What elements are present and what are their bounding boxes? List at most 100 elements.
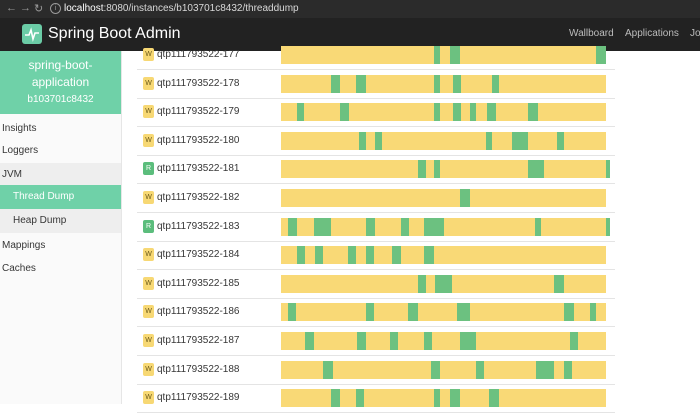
runnable-segment[interactable]: [433, 160, 441, 179]
sidebar-item-heap-dump[interactable]: Heap Dump: [0, 209, 121, 233]
runnable-segment[interactable]: [347, 246, 356, 265]
runnable-segment[interactable]: [563, 360, 572, 379]
thread-timeline[interactable]: [281, 46, 606, 64]
runnable-segment[interactable]: [433, 46, 441, 64]
thread-timeline[interactable]: [281, 332, 606, 350]
runnable-segment[interactable]: [417, 274, 426, 293]
runnable-segment[interactable]: [365, 217, 376, 236]
runnable-segment[interactable]: [433, 389, 441, 408]
thread-timeline[interactable]: [281, 217, 606, 236]
runnable-segment[interactable]: [453, 74, 462, 93]
runnable-segment[interactable]: [456, 303, 470, 322]
runnable-segment[interactable]: [389, 332, 398, 350]
thread-timeline[interactable]: [281, 74, 606, 93]
runnable-segment[interactable]: [424, 217, 444, 236]
runnable-segment[interactable]: [450, 389, 460, 408]
runnable-segment[interactable]: [435, 274, 452, 293]
nav-applications[interactable]: Applications: [625, 28, 679, 39]
brand-title[interactable]: Spring Boot Admin: [48, 25, 181, 42]
runnable-segment[interactable]: [355, 74, 366, 93]
runnable-segment[interactable]: [450, 46, 460, 64]
runnable-segment[interactable]: [433, 74, 441, 93]
runnable-segment[interactable]: [359, 131, 366, 150]
runnable-segment[interactable]: [485, 131, 493, 150]
runnable-segment[interactable]: [453, 103, 462, 122]
runnable-segment[interactable]: [287, 303, 296, 322]
info-icon[interactable]: i: [50, 3, 61, 14]
sidebar-item-caches[interactable]: Caches: [2, 263, 36, 274]
sidebar-item-thread-dump[interactable]: Thread Dump: [0, 185, 121, 209]
runnable-segment[interactable]: [331, 389, 340, 408]
runnable-segment[interactable]: [570, 332, 579, 350]
runnable-segment[interactable]: [424, 246, 434, 265]
thread-timeline[interactable]: [281, 103, 606, 122]
runnable-segment[interactable]: [365, 303, 374, 322]
runnable-segment[interactable]: [511, 131, 528, 150]
thread-timeline[interactable]: [281, 360, 606, 379]
runnable-segment[interactable]: [459, 189, 470, 207]
runnable-segment[interactable]: [606, 160, 610, 179]
runnable-segment[interactable]: [331, 74, 340, 93]
runnable-segment[interactable]: [424, 332, 433, 350]
runnable-segment[interactable]: [459, 332, 476, 350]
runnable-segment[interactable]: [476, 360, 485, 379]
thread-timeline[interactable]: [281, 246, 606, 265]
runnable-segment[interactable]: [487, 103, 496, 122]
runnable-segment[interactable]: [391, 246, 402, 265]
runnable-segment[interactable]: [287, 217, 298, 236]
thread-timeline[interactable]: [281, 303, 606, 322]
thread-timeline[interactable]: [281, 160, 606, 179]
runnable-segment[interactable]: [339, 103, 350, 122]
runnable-segment[interactable]: [297, 246, 306, 265]
runnable-segment[interactable]: [430, 360, 441, 379]
runnable-segment[interactable]: [417, 160, 426, 179]
thread-timeline[interactable]: [281, 389, 606, 408]
runnable-segment[interactable]: [528, 160, 545, 179]
sidebar-item-insights[interactable]: Insights: [2, 123, 37, 134]
runnable-segment[interactable]: [489, 389, 499, 408]
sidebar-item-jvm[interactable]: JVM: [0, 163, 121, 187]
sidebar-item-mappings[interactable]: Mappings: [2, 240, 46, 251]
runnable-segment[interactable]: [357, 332, 366, 350]
sidebar-item-loggers[interactable]: Loggers: [2, 145, 39, 156]
runnable-segment[interactable]: [323, 360, 333, 379]
runnable-segment[interactable]: [355, 389, 364, 408]
runnable-segment[interactable]: [401, 217, 410, 236]
runnable-segment[interactable]: [313, 217, 332, 236]
runnable-segment[interactable]: [365, 246, 374, 265]
runnable-segment[interactable]: [297, 103, 304, 122]
back-icon[interactable]: ←: [6, 2, 17, 14]
runnable-segment[interactable]: [407, 303, 418, 322]
runnable-segment[interactable]: [557, 131, 564, 150]
runnable-segment[interactable]: [554, 274, 564, 293]
runnable-segment[interactable]: [536, 360, 554, 379]
runnable-segment[interactable]: [596, 46, 606, 64]
runnable-segment[interactable]: [305, 332, 314, 350]
runnable-segment[interactable]: [606, 217, 610, 236]
thread-timeline[interactable]: [281, 189, 606, 207]
runnable-segment[interactable]: [469, 103, 476, 122]
runnable-segment[interactable]: [375, 131, 382, 150]
runnable-segment[interactable]: [433, 103, 441, 122]
reload-icon[interactable]: ↻: [34, 3, 44, 15]
address-bar[interactable]: localhost:8080/instances/b103701c8432/th…: [64, 3, 299, 14]
runnable-segment[interactable]: [563, 303, 574, 322]
forward-icon[interactable]: →: [20, 2, 31, 14]
runnable-segment[interactable]: [315, 246, 324, 265]
runnable-segment[interactable]: [492, 74, 499, 93]
runnable-segment[interactable]: [528, 103, 538, 122]
thread-timeline[interactable]: [281, 131, 606, 150]
